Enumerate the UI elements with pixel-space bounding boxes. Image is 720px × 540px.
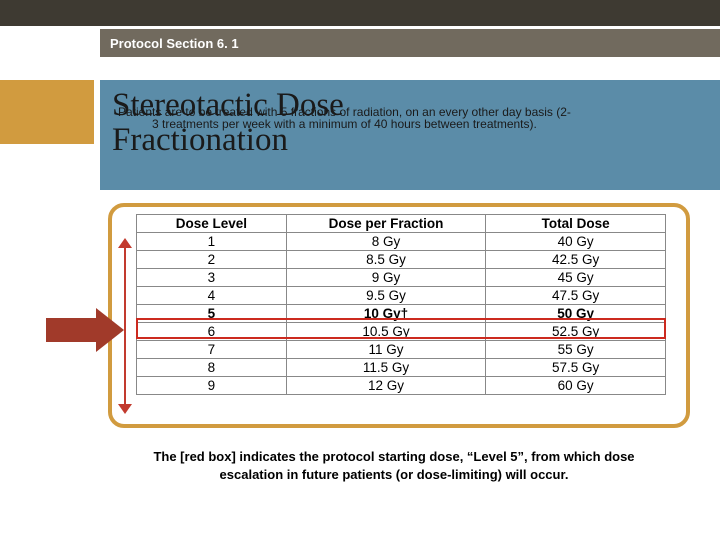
table-cell: 40 Gy (486, 233, 666, 251)
top-band (0, 0, 720, 26)
table-row: 711 Gy55 Gy (137, 341, 666, 359)
table-cell: 10.5 Gy (286, 323, 486, 341)
table-cell: 11.5 Gy (286, 359, 486, 377)
table-row: 610.5 Gy52.5 Gy (137, 323, 666, 341)
table-row: 18 Gy40 Gy (137, 233, 666, 251)
table-cell: 5 (137, 305, 287, 323)
accent-block (0, 80, 94, 144)
table-cell: 1 (137, 233, 287, 251)
body-text: Patients are to be treated with 5 fracti… (118, 106, 698, 131)
table-cell: 57.5 Gy (486, 359, 666, 377)
table-cell: 45 Gy (486, 269, 666, 287)
table-cell: 2 (137, 251, 287, 269)
table-cell: 55 Gy (486, 341, 666, 359)
col-dose-per-frac: Dose per Fraction (286, 215, 486, 233)
table-row: 912 Gy60 Gy (137, 377, 666, 395)
table-cell: 47.5 Gy (486, 287, 666, 305)
dose-table: Dose Level Dose per Fraction Total Dose … (136, 214, 666, 395)
table-cell: 9 (137, 377, 287, 395)
col-dose-level: Dose Level (137, 215, 287, 233)
table-cell: 10 Gy† (286, 305, 486, 323)
table-cell: 7 (137, 341, 287, 359)
table-cell: 12 Gy (286, 377, 486, 395)
table-cell: 8.5 Gy (286, 251, 486, 269)
caption-line-1: The [red box] indicates the protocol sta… (153, 449, 634, 464)
table-header-row: Dose Level Dose per Fraction Total Dose (137, 215, 666, 233)
table-cell: 52.5 Gy (486, 323, 666, 341)
table-row: 28.5 Gy42.5 Gy (137, 251, 666, 269)
table-row: 39 Gy45 Gy (137, 269, 666, 287)
table-cell: 9 Gy (286, 269, 486, 287)
slide-title: Stereotactic Dose Fractionation Patients… (112, 88, 708, 157)
table-cell: 11 Gy (286, 341, 486, 359)
table-row: 510 Gy†50 Gy (137, 305, 666, 323)
table-cell: 3 (137, 269, 287, 287)
table-cell: 4 (137, 287, 287, 305)
table-cell: 50 Gy (486, 305, 666, 323)
caption: The [red box] indicates the protocol sta… (108, 448, 680, 484)
table-row: 811.5 Gy57.5 Gy (137, 359, 666, 377)
caption-line-2: escalation in future patients (or dose-l… (220, 467, 569, 482)
starting-dose-arrow-icon (46, 308, 124, 352)
table-cell: 6 (137, 323, 287, 341)
table-cell: 60 Gy (486, 377, 666, 395)
col-total-dose: Total Dose (486, 215, 666, 233)
section-bar: Protocol Section 6. 1 (100, 29, 720, 57)
section-label: Protocol Section 6. 1 (110, 36, 239, 51)
title-block: Stereotactic Dose Fractionation Patients… (100, 80, 720, 190)
table-cell: 9.5 Gy (286, 287, 486, 305)
table-row: 49.5 Gy47.5 Gy (137, 287, 666, 305)
table-cell: 8 Gy (286, 233, 486, 251)
table-cell: 42.5 Gy (486, 251, 666, 269)
table-cell: 8 (137, 359, 287, 377)
body-line-2: 3 treatments per week with a minimum of … (118, 118, 537, 131)
